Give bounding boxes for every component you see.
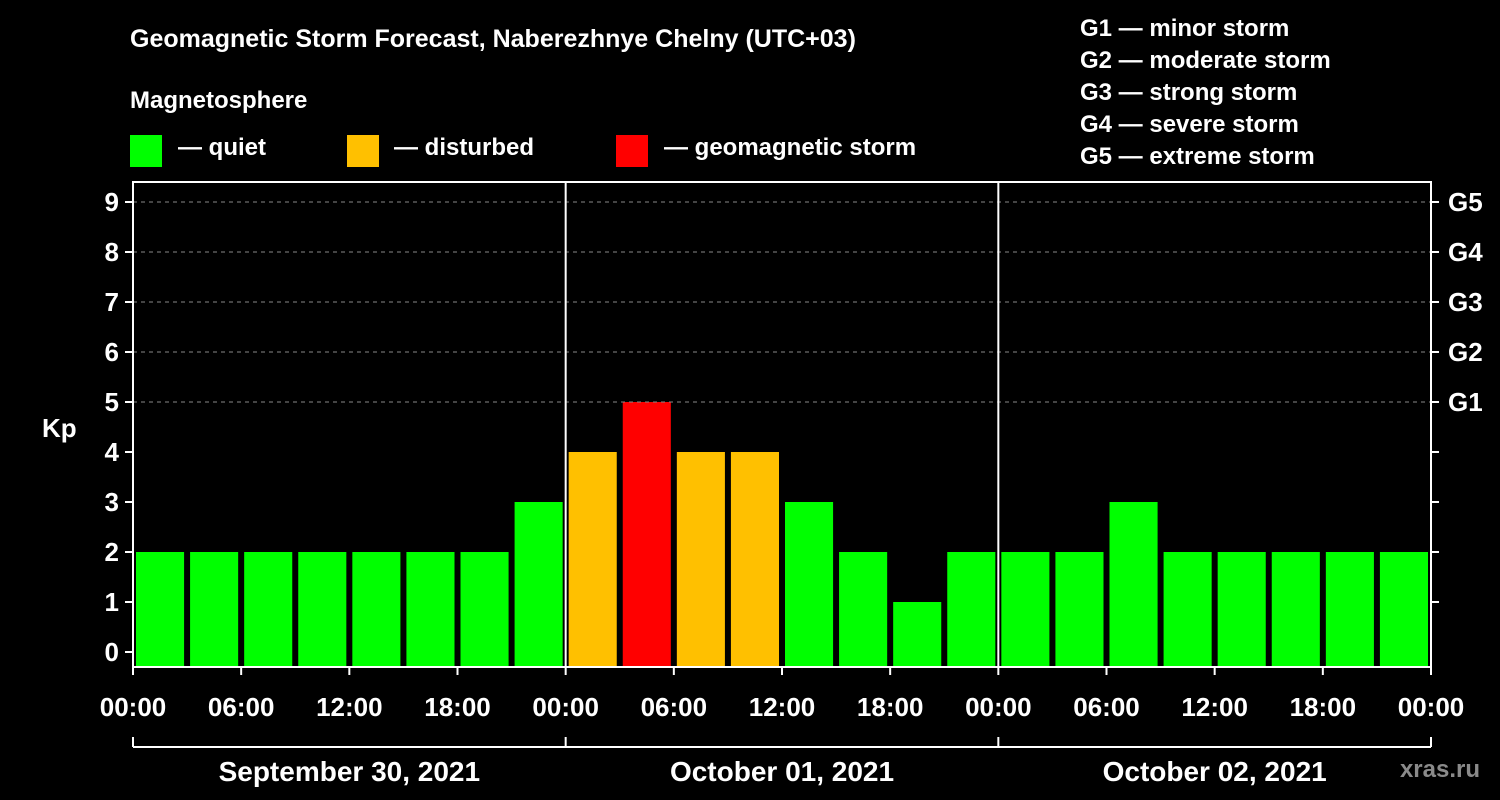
- x-tick-label: 06:00: [208, 692, 275, 722]
- kp-bar: [1055, 552, 1104, 667]
- chart-title: Geomagnetic Storm Forecast, Naberezhnye …: [130, 25, 856, 53]
- g-scale-label: G1: [1448, 387, 1483, 417]
- y-tick-label: 0: [105, 637, 119, 667]
- date-label: September 30, 2021: [219, 756, 481, 787]
- x-tick-label: 00:00: [965, 692, 1032, 722]
- g-level-g5: G5 — extreme storm: [1080, 143, 1315, 170]
- kp-bar: [1001, 552, 1050, 667]
- g-scale-label: G4: [1448, 237, 1483, 267]
- kp-bar: [352, 552, 401, 667]
- y-tick-label: 6: [105, 337, 119, 367]
- y-tick-label: 9: [105, 187, 119, 217]
- kp-bar: [190, 552, 239, 667]
- g-scale-label: G2: [1448, 337, 1483, 367]
- kp-bar: [514, 502, 563, 667]
- watermark: xras.ru: [1399, 756, 1480, 783]
- x-tick-label: 06:00: [1073, 692, 1140, 722]
- x-tick-label: 12:00: [749, 692, 816, 722]
- legend-label-disturbed: — disturbed: [394, 134, 535, 161]
- y-tick-label: 4: [105, 437, 120, 467]
- g-scale-label: G3: [1448, 287, 1483, 317]
- kp-bar: [298, 552, 347, 667]
- g-scale-label: G5: [1448, 187, 1483, 217]
- x-tick-label: 00:00: [532, 692, 599, 722]
- date-label: October 01, 2021: [670, 756, 894, 787]
- kp-bar: [244, 552, 293, 667]
- kp-bar: [785, 502, 834, 667]
- kp-bar: [406, 552, 455, 667]
- kp-bar: [839, 552, 888, 667]
- y-tick-label: 2: [105, 537, 119, 567]
- kp-bar: [676, 452, 725, 667]
- y-tick-label: 7: [105, 287, 119, 317]
- kp-bar: [730, 452, 779, 667]
- x-tick-label: 00:00: [100, 692, 167, 722]
- kp-bar: [568, 452, 617, 667]
- x-tick-label: 18:00: [857, 692, 924, 722]
- kp-bar: [893, 602, 942, 667]
- g-level-g2: G2 — moderate storm: [1080, 47, 1331, 74]
- x-tick-label: 18:00: [424, 692, 491, 722]
- legend-label-quiet: — quiet: [178, 134, 266, 161]
- kp-bar: [1217, 552, 1266, 667]
- legend-swatch-disturbed: [347, 135, 379, 167]
- y-tick-label: 8: [105, 237, 119, 267]
- kp-bar: [622, 402, 671, 667]
- x-tick-label: 06:00: [641, 692, 708, 722]
- kp-bar: [1163, 552, 1212, 667]
- x-tick-label: 18:00: [1290, 692, 1357, 722]
- g-level-g1: G1 — minor storm: [1080, 15, 1290, 42]
- y-tick-label: 1: [105, 587, 119, 617]
- legend-label-storm: — geomagnetic storm: [664, 134, 917, 161]
- legend-swatch-storm: [616, 135, 648, 167]
- y-axis-label: Kp: [42, 413, 77, 443]
- x-tick-label: 12:00: [1181, 692, 1248, 722]
- date-label: October 02, 2021: [1103, 756, 1327, 787]
- x-tick-label: 00:00: [1398, 692, 1465, 722]
- kp-bar: [1109, 502, 1158, 667]
- kp-bar: [1325, 552, 1374, 667]
- x-tick-label: 12:00: [316, 692, 383, 722]
- kp-bar: [947, 552, 996, 667]
- kp-bar: [136, 552, 185, 667]
- g-level-g3: G3 — strong storm: [1080, 79, 1298, 106]
- kp-bar: [460, 552, 509, 667]
- legend-swatch-quiet: [130, 135, 162, 167]
- g-level-g4: G4 — severe storm: [1080, 111, 1299, 138]
- y-tick-label: 5: [105, 387, 119, 417]
- kp-bar: [1379, 552, 1428, 667]
- magnetosphere-label: Magnetosphere: [130, 87, 308, 114]
- y-tick-label: 3: [105, 487, 119, 517]
- kp-bar: [1271, 552, 1320, 667]
